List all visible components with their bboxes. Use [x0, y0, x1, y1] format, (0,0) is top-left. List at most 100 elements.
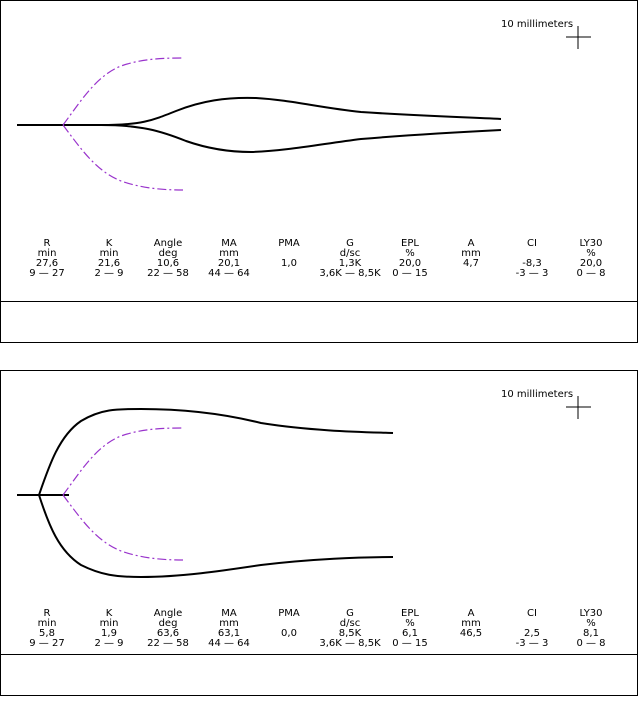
reference-envelope-lower-2	[62, 494, 184, 561]
parameter-unit: deg	[158, 618, 178, 629]
parameter-column-pma: PMA 1,0	[249, 239, 329, 279]
parameter-unit: %	[405, 248, 415, 259]
parameter-column-ly30: LY30% 8,1 0 — 8	[551, 609, 631, 649]
trace-upper-2	[38, 407, 394, 496]
parameter-name: Angle	[153, 238, 183, 249]
parameter-name: EPL	[401, 238, 419, 249]
parameter-unit: mm	[219, 248, 239, 259]
reference-envelope-upper-2	[62, 427, 184, 496]
parameter-column-angle: Angle deg 10,6 22 — 58	[128, 239, 208, 279]
parameter-name: Angle	[153, 608, 183, 619]
parameter-value: 21,6	[97, 258, 121, 269]
parameter-range: 44 — 64	[208, 268, 250, 279]
parameter-unit: min	[99, 248, 119, 259]
parameter-column-angle: Angle deg 63,6 22 — 58	[128, 609, 208, 649]
parameter-range: 9 — 27	[29, 268, 65, 279]
parameter-name: MA	[221, 608, 237, 619]
parameter-range: 44 — 64	[208, 638, 250, 649]
parameter-value: 1,0	[281, 258, 297, 269]
parameter-value: 10,6	[156, 258, 180, 269]
parameter-column-ci: CI 2,5 -3 — 3	[492, 609, 572, 649]
parameter-name: K	[105, 608, 113, 619]
reference-envelope-upper-1	[62, 57, 184, 126]
parameter-name: PMA	[278, 238, 300, 249]
parameter-value: 8,1	[583, 628, 599, 639]
parameter-column-ma: MA mm 63,1 44 — 64	[189, 609, 269, 649]
parameter-name: LY30	[579, 238, 603, 249]
parameter-unit: mm	[461, 248, 481, 259]
parameter-unit: d/sc	[339, 618, 361, 629]
parameter-name: LY30	[579, 608, 603, 619]
parameter-column-pma: PMA 0,0	[249, 609, 329, 649]
parameter-value: 2,5	[524, 628, 540, 639]
parameter-range: 0 — 15	[392, 268, 428, 279]
parameter-name: R	[43, 238, 51, 249]
parameter-name: R	[43, 608, 51, 619]
parameter-name: EPL	[401, 608, 419, 619]
parameter-name: K	[105, 238, 113, 249]
parameter-column-ci: CI -8,3 -3 — 3	[492, 239, 572, 279]
parameter-value: 1,3K	[338, 258, 362, 269]
parameter-value: 63,6	[156, 628, 180, 639]
note-box-1	[0, 302, 638, 343]
parameter-value: 20,1	[217, 258, 241, 269]
parameter-range: 0 — 8	[576, 268, 606, 279]
parameter-name: A	[467, 238, 475, 249]
parameter-range: 22 — 58	[147, 638, 189, 649]
parameter-range: 2 — 9	[94, 268, 124, 279]
parameter-range: -3 — 3	[515, 638, 549, 649]
parameter-column-ma: MA mm 20,1 44 — 64	[189, 239, 269, 279]
parameter-unit: d/sc	[339, 248, 361, 259]
parameter-column-epl: EPL% 6,1 0 — 15	[370, 609, 450, 649]
parameter-value: 27,6	[35, 258, 59, 269]
parameter-unit: min	[37, 248, 57, 259]
parameter-value: 8,5K	[338, 628, 362, 639]
note-box-2	[0, 655, 638, 696]
parameter-name: G	[346, 238, 354, 249]
trace-upper-1	[100, 96, 502, 126]
parameter-name: CI	[527, 608, 537, 619]
parameter-value: -8,3	[522, 258, 542, 269]
parameter-value: 46,5	[459, 628, 483, 639]
parameter-unit: deg	[158, 248, 178, 259]
scale-label-2: 10 millimeters	[501, 389, 574, 400]
parameter-unit: %	[586, 618, 596, 629]
parameter-unit: min	[99, 618, 119, 629]
scale-marker-2	[566, 396, 591, 419]
parameter-unit: %	[586, 248, 596, 259]
parameter-value: 20,0	[398, 258, 422, 269]
parameter-range: 0 — 8	[576, 638, 606, 649]
parameter-value: 20,0	[579, 258, 603, 269]
trace-lower-1	[100, 124, 502, 154]
trace-lower-2	[38, 494, 394, 579]
parameter-value: 63,1	[217, 628, 241, 639]
parameter-range: 9 — 27	[29, 638, 65, 649]
parameter-column-ly30: LY30% 20,0 0 — 8	[551, 239, 631, 279]
parameter-value: 5,8	[39, 628, 55, 639]
parameter-value: 1,9	[101, 628, 117, 639]
scale-label-1: 10 millimeters	[501, 19, 574, 30]
parameter-range: 0 — 15	[392, 638, 428, 649]
parameter-range: -3 — 3	[515, 268, 549, 279]
parameter-name: MA	[221, 238, 237, 249]
parameter-value: 0,0	[281, 628, 297, 639]
parameter-name: CI	[527, 238, 537, 249]
parameter-unit: mm	[461, 618, 481, 629]
parameter-name: A	[467, 608, 475, 619]
parameter-value: 6,1	[402, 628, 418, 639]
tracing-chart-2	[17, 396, 591, 579]
parameter-value: 4,7	[463, 258, 479, 269]
parameter-unit: %	[405, 618, 415, 629]
parameter-unit: mm	[219, 618, 239, 629]
parameter-range: 22 — 58	[147, 268, 189, 279]
